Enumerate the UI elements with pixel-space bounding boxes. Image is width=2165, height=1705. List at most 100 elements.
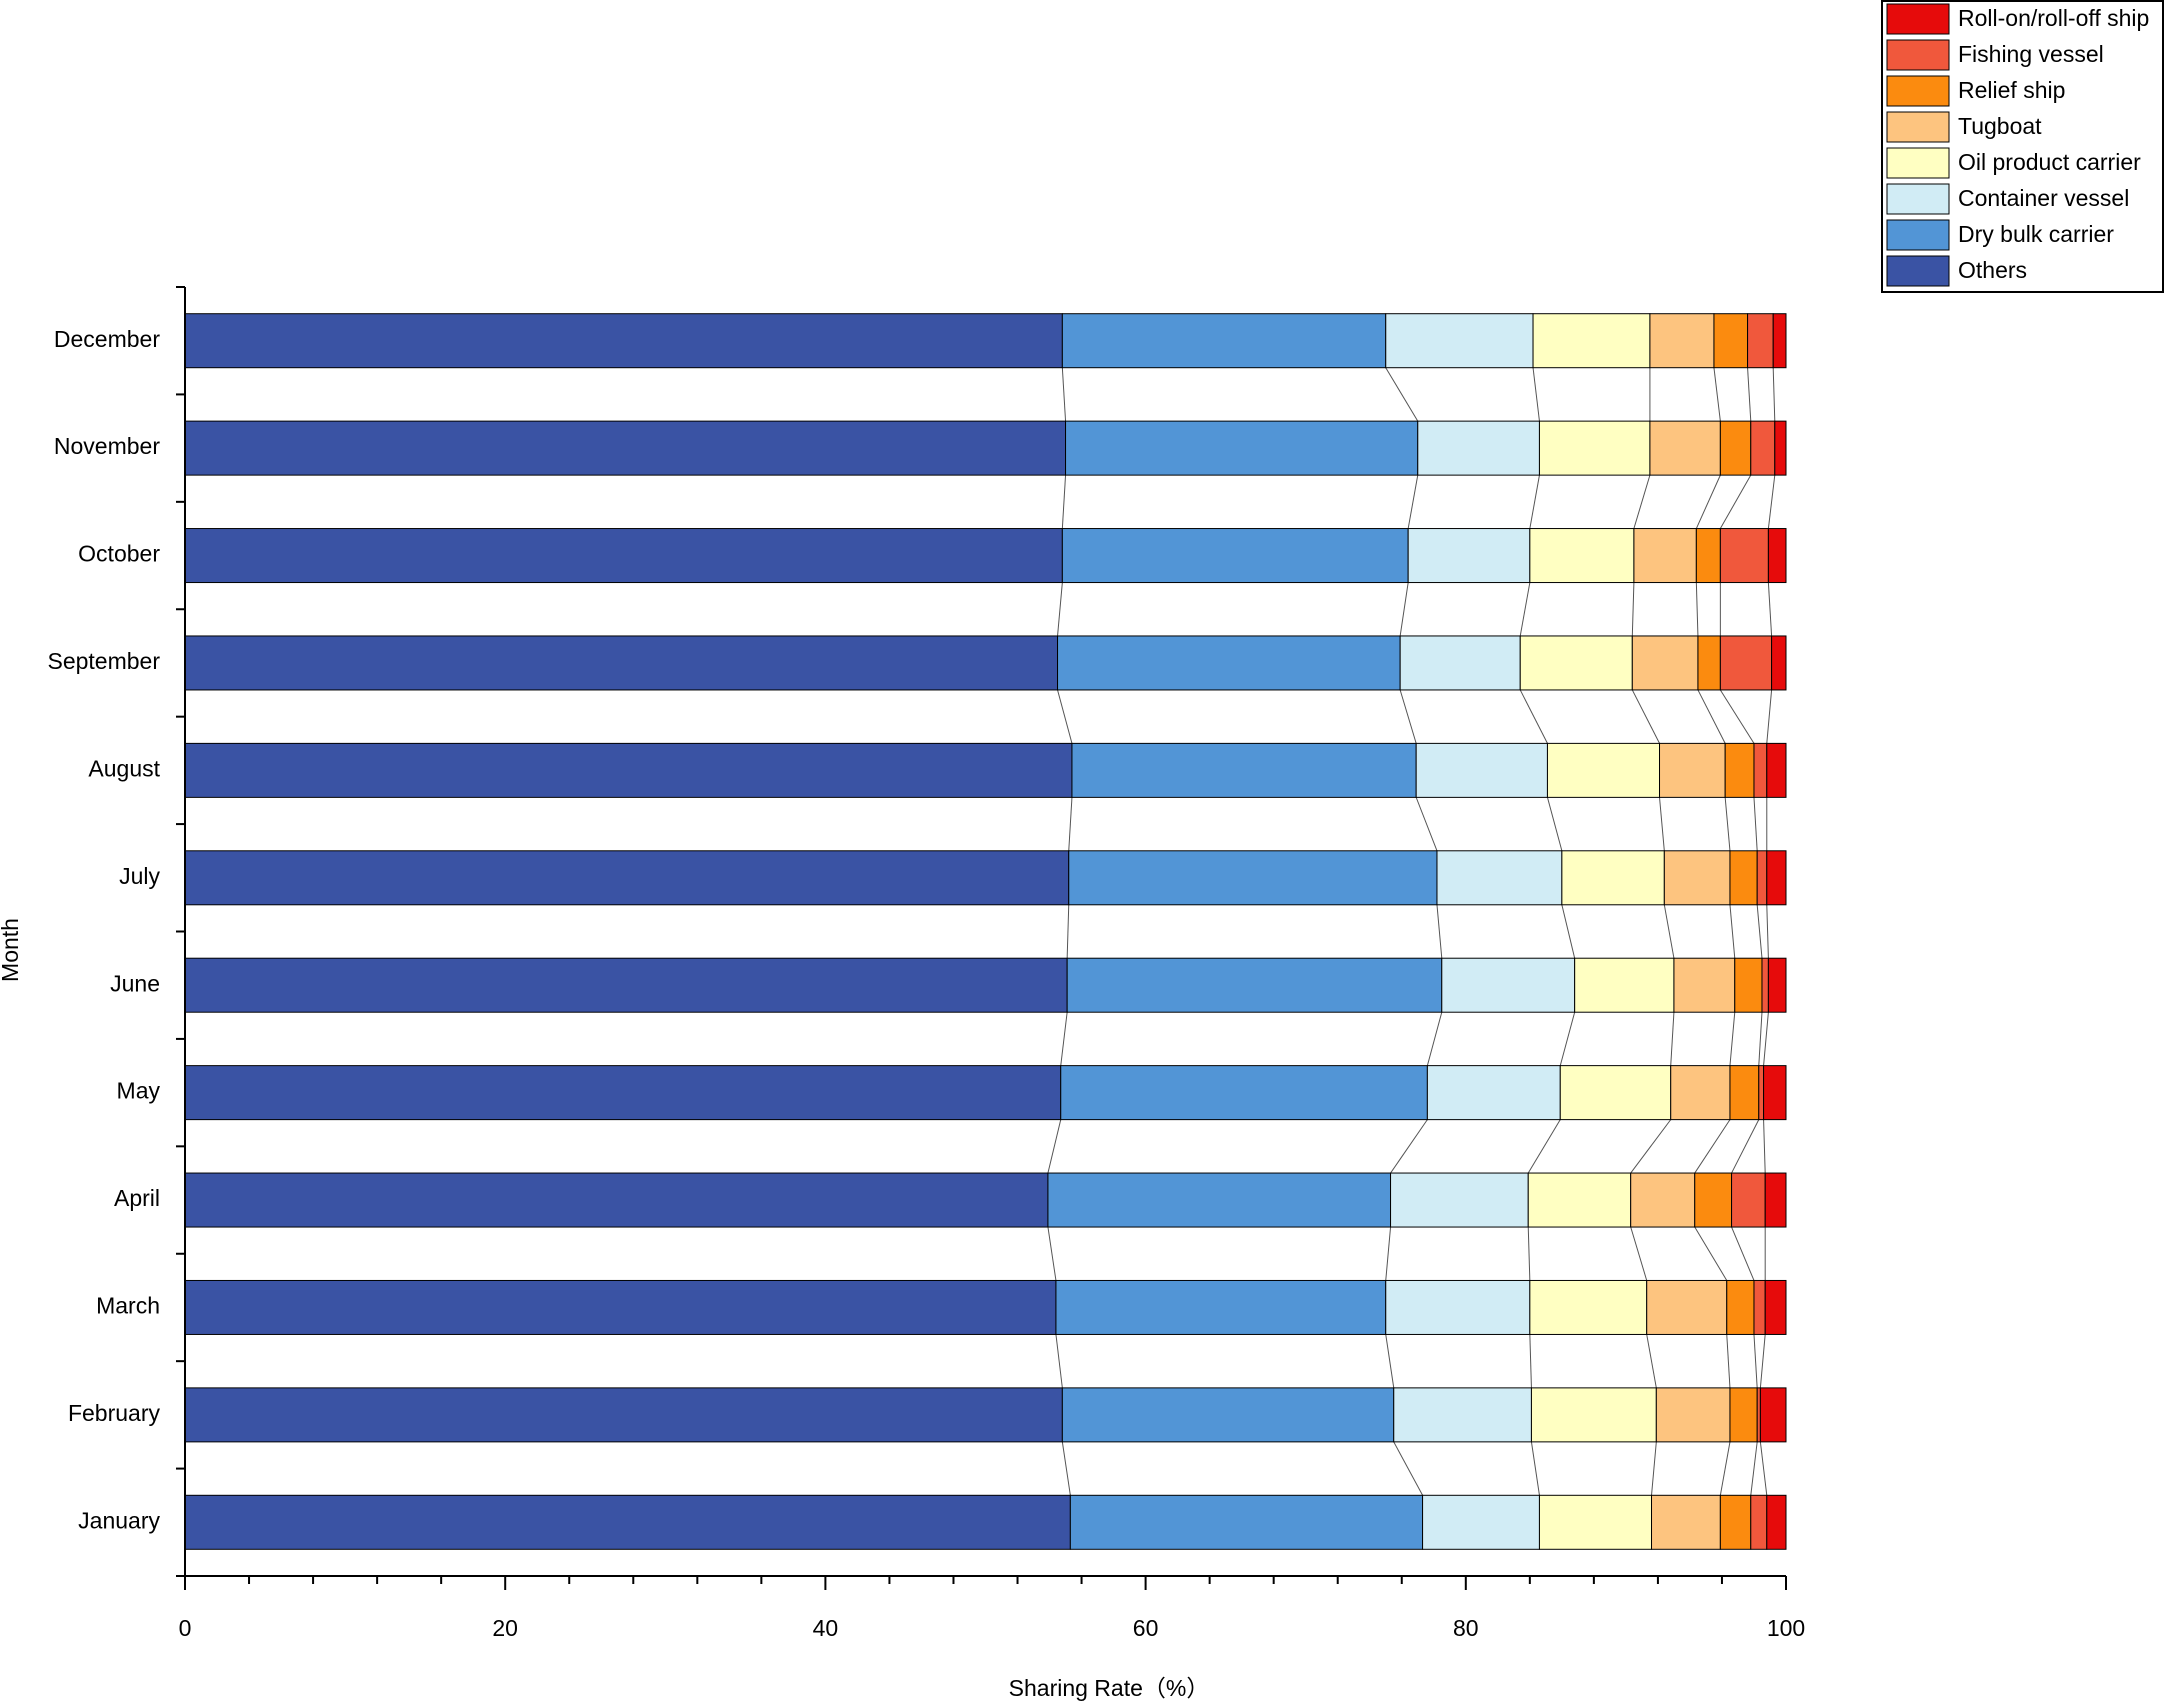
y-tick-label: December [54,326,160,352]
bar-segment [1538,420,1651,476]
y-tick-label: March [96,1293,160,1319]
bar-segment [1646,1279,1728,1335]
y-tick-label: October [78,541,160,567]
connector [1697,689,1726,744]
bar-segment [184,850,1070,906]
connector [1731,1226,1755,1281]
connector [1061,367,1067,422]
bar-segment [1422,1494,1540,1550]
bar-segment [1747,313,1774,369]
bar-segment [1069,1494,1424,1550]
connector [1630,1119,1672,1174]
bar-segment [1538,1494,1653,1550]
connector [1651,1441,1657,1496]
connector [1631,582,1635,636]
bar-segment [1719,420,1752,476]
connector [1695,582,1699,636]
x-tick-label: 80 [1453,1615,1479,1641]
y-tick-label: January [78,1507,160,1533]
connector [1060,1012,1068,1066]
connector [1729,904,1736,959]
legend-swatch [1886,3,1950,35]
connector [1529,1334,1532,1388]
bar-segment [1734,957,1763,1013]
bar-segment [1771,635,1787,691]
y-tick-label: November [54,433,160,459]
y-tick-label: June [110,970,160,996]
connector [1766,904,1769,959]
bar-segment [1729,850,1758,906]
bar-segment [1649,313,1715,369]
connector [1724,797,1731,851]
connector [1561,904,1576,959]
connector [1763,1119,1766,1174]
connector [1047,1226,1057,1281]
connector [1719,474,1752,529]
connector [1399,582,1409,637]
legend-label: Roll-on/roll-off ship [1958,5,2149,31]
bar-segment [184,1494,1071,1550]
connector [1729,1012,1736,1066]
bar-segment [1426,1065,1561,1121]
bar-segment [1390,1172,1529,1228]
bar-segment [1713,313,1749,369]
bar-segment [1436,850,1563,906]
bar-segment [1061,528,1409,584]
bar-segment [1057,635,1401,691]
legend-swatch [1886,183,1950,215]
connector [1766,689,1773,744]
bar-segment [1729,1387,1758,1443]
connector [1519,689,1548,744]
bar-segment [1697,635,1721,691]
bar-segment [1750,1494,1768,1550]
bar-segment [1759,1387,1787,1443]
y-tick-label: August [88,755,160,781]
connector [1527,1119,1561,1174]
bar-segment [1529,1279,1648,1335]
bar-segment [1068,850,1438,906]
bar-segment [1047,1172,1392,1228]
connector [1719,689,1755,744]
connector [1630,1226,1648,1281]
y-axis-title: Month [0,918,23,982]
bar-segment [1729,1065,1760,1121]
connector [1756,904,1763,959]
connector [1767,475,1776,529]
connector [1753,797,1758,851]
bar-segment [1071,742,1417,798]
bar-segment [1764,1279,1787,1335]
bar-segment [1399,635,1521,691]
bar-segment [1559,1065,1672,1121]
bar-segment [184,1279,1057,1335]
bar-segment [184,742,1073,798]
connector [1659,797,1665,851]
legend-swatch [1886,39,1950,71]
bar-segment [1695,528,1721,584]
bar-segment [184,420,1067,476]
connector [1670,1012,1675,1066]
connector [1646,1334,1657,1388]
bar-segment [1726,1279,1755,1335]
connector [1399,689,1417,744]
legend-label: Relief ship [1958,77,2065,103]
bar-segment [1663,850,1731,906]
y-tick-label: April [114,1185,160,1211]
legend-swatch [1886,75,1950,107]
bar-segment [184,1172,1049,1228]
bar-segment [1763,1065,1787,1121]
bar-segment [1527,1172,1632,1228]
bar-segment [1385,1279,1531,1335]
x-tick-label: 60 [1133,1615,1159,1641]
connector [1529,475,1540,529]
bar-segment [1546,742,1661,798]
legend-swatch [1886,111,1950,143]
bar-segment [1719,635,1773,691]
connector [1753,1334,1758,1388]
bar-segment [1758,1065,1765,1121]
connector [1426,1012,1443,1066]
connector [1385,367,1419,422]
connector [1393,1441,1424,1496]
legend-swatch [1886,219,1950,251]
bar-segment [1407,528,1531,584]
connector [1719,1441,1731,1496]
